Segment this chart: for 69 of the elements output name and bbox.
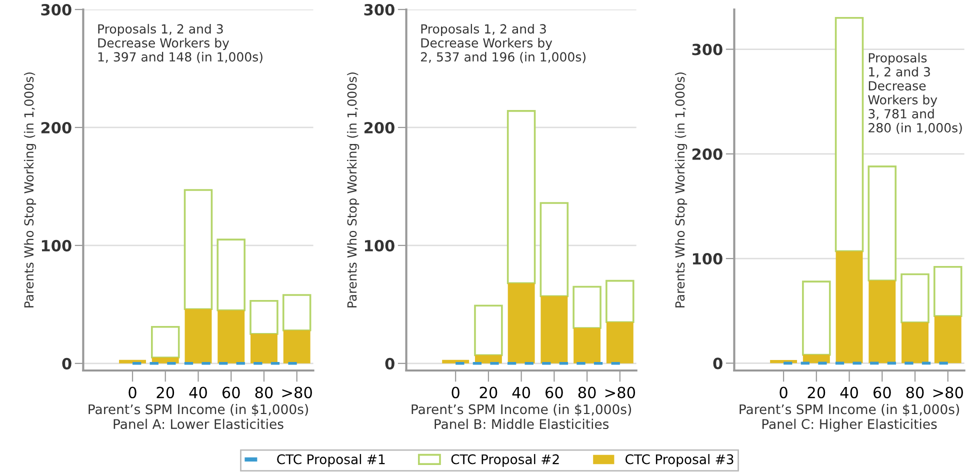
bar [218,310,245,364]
legend-label: CTC Proposal #1 [277,454,385,467]
bar [540,202,569,298]
y-tick-label: 0 [385,358,394,370]
bar [868,280,896,364]
bar [606,280,634,324]
bar [606,322,634,364]
x-tick-label: 60 [222,386,240,398]
x-axis-title: Parent’s SPM Income (in $1,000s) Panel A: Lower Elasticities [88,404,308,430]
x-tick-label: 40 [840,386,858,398]
bar [540,296,568,364]
bar [216,238,246,312]
bar [572,286,602,329]
bar [574,328,601,364]
annotation: Proposals 1, 2 and 3 Decrease Workers by 3, 781 and 280 (in 1,000s) [868,52,962,134]
x-tick-label: 0 [128,386,136,398]
bar [282,294,312,332]
y-axis-title: Parents Who Stop Working (in 1,000s) [24,72,36,308]
bar [283,330,310,364]
x-axis-title: Parent’s SPM Income (in $1,000s) Panel C: Higher Elasticities [740,404,960,432]
y-tick-label: 300 [692,44,722,56]
bar [902,322,928,364]
x-tick-label: 40 [512,386,530,398]
bar [802,280,831,356]
y-axis-title: Parents Who Stop Working (in 1,000s) [674,72,688,308]
bar [836,251,863,364]
y-tick-label: 100 [365,240,394,252]
x-axis-title: Parent’s SPM Income (in $1,000s) Panel B: Middle Elasticities [412,404,632,430]
bar [184,309,212,364]
bar [508,283,535,364]
bar [250,334,278,364]
bar [250,300,278,335]
x-tick-label: >80 [605,386,636,398]
x-tick-label: 60 [873,386,891,398]
y-tick-label: 200 [692,148,722,160]
x-tick-label: 60 [546,386,563,398]
bar [506,110,536,284]
x-tick-label: 80 [906,386,924,398]
y-tick-label: 200 [41,122,72,134]
x-tick-label: 20 [480,386,498,398]
y-tick-label: 100 [692,253,722,265]
bar [151,326,180,358]
y-tick-label: 200 [364,122,394,134]
bar [934,266,962,317]
bar [868,166,897,282]
bar [474,304,503,356]
x-tick-label: >80 [282,386,312,398]
x-tick-label: 0 [780,386,788,398]
bar [184,189,213,310]
y-tick-label: 100 [42,240,72,252]
x-tick-label: 80 [578,386,596,398]
legend-label: CTC Proposal #3 [626,454,734,467]
x-tick-label: 40 [189,386,207,398]
x-tick-label: 80 [255,386,273,398]
y-tick-label: 0 [62,358,72,370]
y-tick-label: 300 [364,4,394,16]
legend-label: CTC Proposal #2 [451,454,559,467]
y-tick-label: 0 [713,358,722,370]
x-tick-label: 20 [808,386,826,398]
bar [934,316,962,364]
x-tick-label: 0 [452,386,460,398]
y-tick-label: 300 [41,4,72,16]
x-tick-label: >80 [933,386,963,398]
bar [834,16,864,252]
y-axis-title: Parents Who Stop Working (in 1,000s) [347,72,360,308]
bar [900,273,930,324]
x-tick-label: 20 [156,386,174,398]
annotation: Proposals 1, 2 and 3 Decrease Workers by 2, 537 and 196 (in 1,000s) [421,24,586,64]
annotation: Proposals 1, 2 and 3 Decrease Workers by 1, 397 and 148 (in 1,000s) [98,24,262,64]
